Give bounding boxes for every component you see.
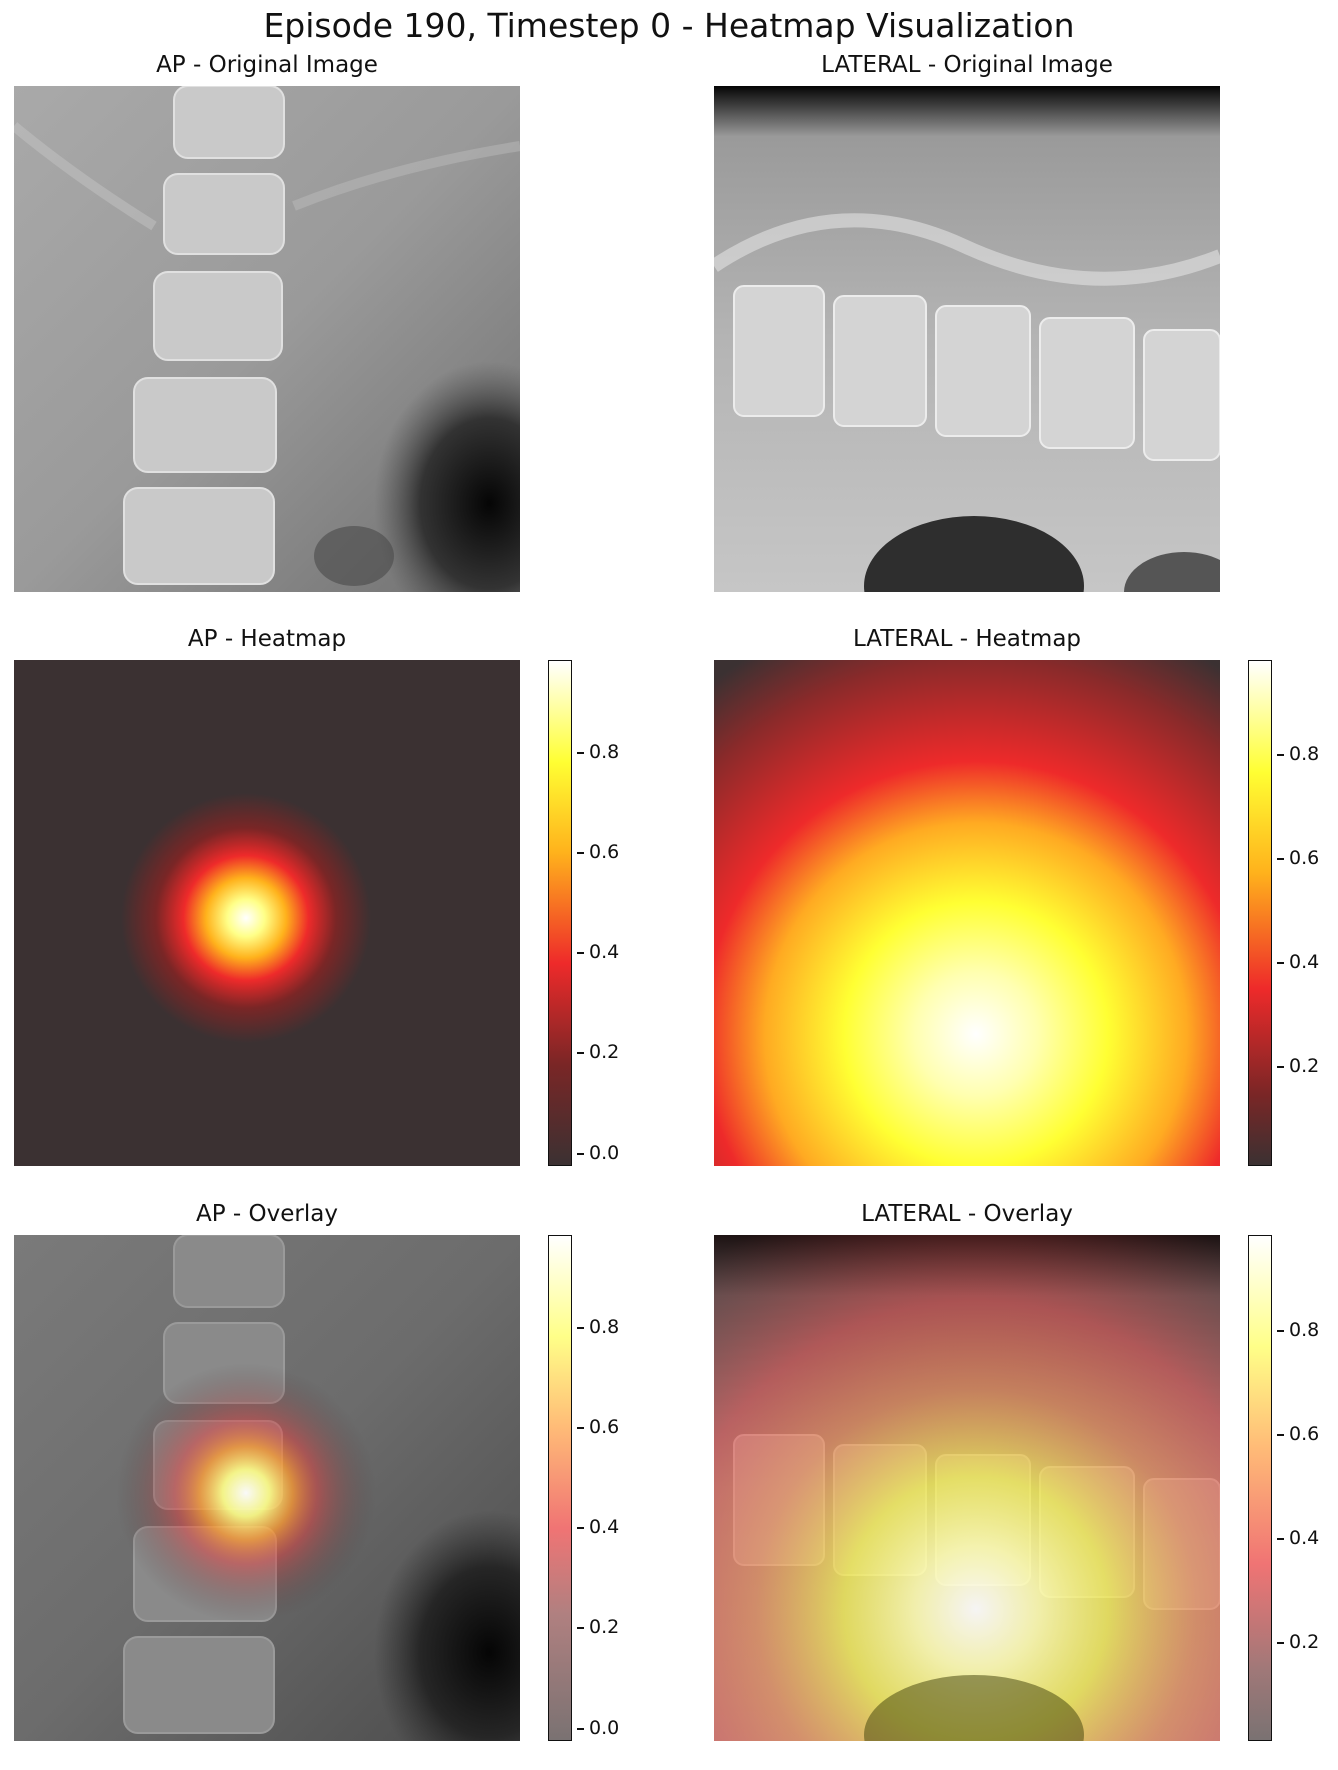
lateral-heatmap-image [714,660,1220,1166]
colorbar-tick: 0.2 [576,1041,620,1063]
ap-overlay-image [14,1235,520,1741]
ap-heatmap-title: AP - Heatmap [187,626,347,652]
colorbar-tick: 0.0 [576,1142,620,1164]
colorbar-tick: 0.8 [576,1316,620,1338]
ap-heatmap-image [14,660,520,1166]
colorbar-tick: 0.4 [1276,951,1320,973]
colorbar-tick: 0.4 [576,941,620,963]
colorbar-tick: 0.8 [576,741,620,763]
lateral-overlay-title: LATERAL - Overlay [861,1201,1073,1227]
colorbar-tick: 0.6 [1276,847,1320,869]
colorbar-tick: 0.2 [1276,1631,1320,1653]
colorbar-tick: 0.6 [1276,1423,1320,1445]
lateral-heatmap-colorbar [1248,660,1272,1166]
colorbar-tick: 0.2 [1276,1055,1320,1077]
colorbar-tick: 0.4 [1276,1527,1320,1549]
colorbar-tick: 0.4 [576,1516,620,1538]
colorbar-tick: 0.6 [576,1416,620,1438]
lateral-overlay-image [714,1235,1220,1741]
ap-heatmap-colorbar [548,660,572,1166]
colorbar-tick: 0.0 [576,1717,620,1739]
lateral-original-title: LATERAL - Original Image [821,52,1113,78]
colorbar-tick: 0.6 [576,841,620,863]
lateral-heatmap-title: LATERAL - Heatmap [852,626,1082,652]
ap-overlay-colorbar [548,1235,572,1741]
figure-title: Episode 190, Timestep 0 - Heatmap Visual… [263,6,1075,45]
ap-overlay-title: AP - Overlay [196,1201,338,1227]
ap-original-title: AP - Original Image [156,52,378,78]
colorbar-tick: 0.8 [1276,1319,1320,1341]
lateral-overlay-colorbar [1248,1235,1272,1741]
lateral-original-image [714,86,1220,592]
colorbar-tick: 0.2 [576,1616,620,1638]
colorbar-tick: 0.8 [1276,743,1320,765]
ap-original-image [14,86,520,592]
